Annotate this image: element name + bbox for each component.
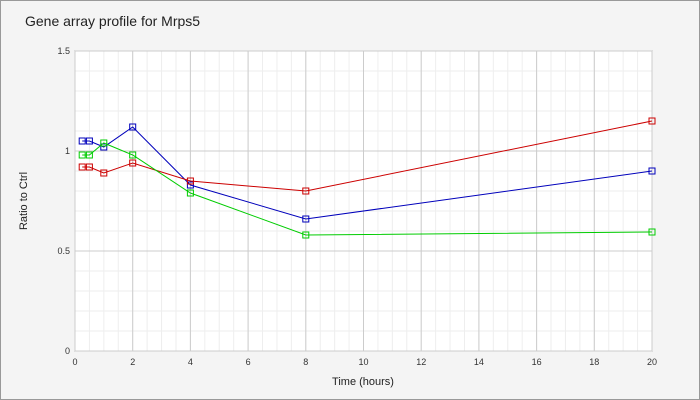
x-tick-label: 18 bbox=[589, 357, 599, 367]
series-1-line bbox=[82, 126, 653, 220]
y-tick-label: 0 bbox=[65, 346, 70, 356]
x-tick-label: 10 bbox=[358, 357, 368, 367]
series-1-point bbox=[85, 137, 93, 145]
x-tick-label: 12 bbox=[416, 357, 426, 367]
series-2-line bbox=[82, 120, 653, 192]
series-2-point bbox=[100, 169, 108, 177]
series-2-point bbox=[648, 117, 656, 125]
series-layer bbox=[78, 117, 656, 239]
y-tick-label: 0.5 bbox=[57, 246, 70, 256]
axis-ticks: 0 2 4 6 8 10 12 14 16 18 20 0 0.5 1 1.5 bbox=[57, 46, 657, 367]
y-axis-label: Ratio to Ctrl bbox=[18, 172, 30, 230]
series-1-point bbox=[100, 143, 108, 151]
series-1-point bbox=[129, 123, 137, 131]
series-3-point bbox=[186, 189, 194, 197]
series-3-point bbox=[129, 151, 137, 159]
series-2-point bbox=[186, 177, 194, 185]
series-1-point bbox=[186, 181, 194, 189]
x-tick-label: 16 bbox=[532, 357, 542, 367]
series-2-point bbox=[129, 159, 137, 167]
series-3-point bbox=[100, 139, 108, 147]
series-3-point bbox=[648, 228, 656, 236]
x-tick-label: 14 bbox=[474, 357, 484, 367]
series-1-point bbox=[78, 137, 86, 145]
series-2-point bbox=[78, 163, 86, 171]
x-tick-label: 6 bbox=[246, 357, 251, 367]
y-tick-label: 1.5 bbox=[57, 46, 70, 56]
x-axis-label: Time (hours) bbox=[332, 376, 394, 388]
x-tick-label: 8 bbox=[303, 357, 308, 367]
series-2-point bbox=[302, 187, 310, 195]
series-3-point bbox=[302, 231, 310, 239]
x-tick-label: 4 bbox=[188, 357, 193, 367]
series-2-point bbox=[85, 163, 93, 171]
chart-title: Gene array profile for Mrps5 bbox=[25, 13, 201, 29]
series-3-line bbox=[82, 142, 653, 236]
x-tick-label: 0 bbox=[72, 357, 77, 367]
major-gridlines bbox=[74, 50, 653, 352]
x-tick-label: 2 bbox=[130, 357, 135, 367]
series-1-point bbox=[302, 215, 310, 223]
series-3-point bbox=[85, 151, 93, 159]
y-tick-label: 1 bbox=[65, 146, 70, 156]
series-1-point bbox=[648, 167, 656, 175]
x-tick-label: 20 bbox=[647, 357, 657, 367]
series-3-point bbox=[78, 151, 86, 159]
